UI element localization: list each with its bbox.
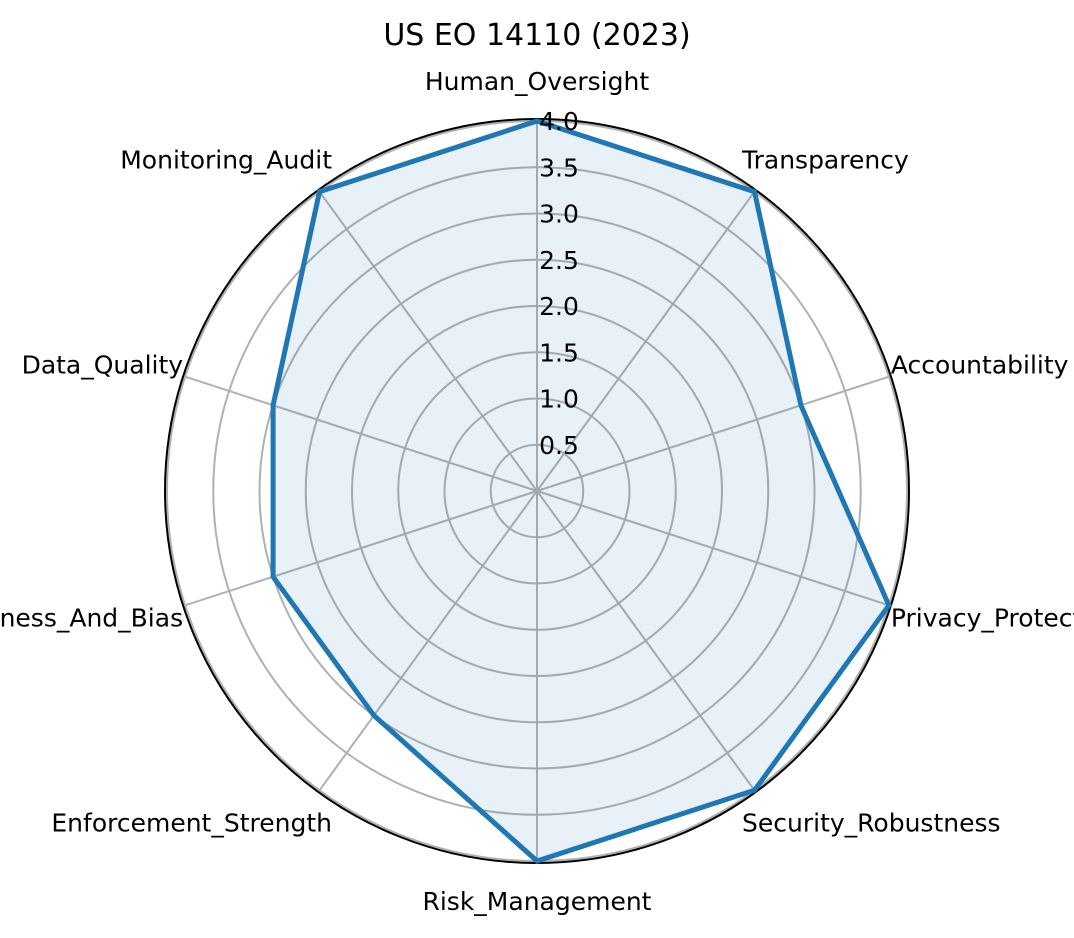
spoke-Data_Quality [184,375,538,492]
data-point-Transparency [753,190,756,194]
spoke-Security_Robustness [536,490,756,791]
category-label-Accountability: Accountability [891,350,1069,379]
category-label-Security_Robustness: Security_Robustness [742,809,1001,838]
category-label-Monitoring_Audit: Monitoring_Audit [120,145,332,174]
spoke-Privacy_Protection [536,490,890,607]
category-label-Privacy_Protection: Privacy_Protection [891,604,1074,633]
data-point-Human_Oversight [535,119,539,123]
r-tick-label-3.0: 3.0 [539,200,579,229]
spoke-Transparency [536,191,756,492]
spoke-Fairness_And_Bias [184,490,538,607]
data-point-Data_Quality [271,403,275,407]
category-label-Fairness_And_Bias: Fairness_And_Bias [0,604,183,633]
category-label-Transparency: Transparency [741,145,909,174]
data-point-Risk_Management [535,859,539,863]
category-label-Data_Quality: Data_Quality [22,350,184,379]
r-tick-label-3.5: 3.5 [539,153,579,182]
r-tick-label-4.0: 4.0 [539,107,579,136]
chart-title: US EO 14110 (2023) [383,18,690,53]
r-tick-label-0.5: 0.5 [539,431,579,460]
spoke-Monitoring_Audit [318,191,538,492]
data-point-Enforcement_Strength [372,714,376,717]
series-layer [270,118,892,864]
data-point-Monitoring_Audit [318,190,321,194]
category-label-Human_Oversight: Human_Oversight [425,67,649,96]
data-point-Fairness_And_Bias [271,575,275,579]
label-layer: 0.5 1.0 1.5 2.0 2.5 3.0 3.5 4.0 Human_Oversight T… [0,67,1074,916]
r-tick-label-2.5: 2.5 [539,246,579,275]
spoke-Accountability [536,375,890,492]
r-tick-label-2.0: 2.0 [539,292,579,321]
data-point-Security_Robustness [753,788,756,792]
category-label-Risk_Management: Risk_Management [422,887,651,916]
data-point-Privacy_Protection [887,603,891,607]
r-tick-label-1.5: 1.5 [539,338,579,367]
data-point-Accountability [799,403,803,407]
category-label-Enforcement_Strength: Enforcement_Strength [51,809,332,838]
series-fill-0 [273,121,889,861]
r-tick-label-1.0: 1.0 [539,385,579,414]
spoke-Enforcement_Strength [318,490,538,791]
